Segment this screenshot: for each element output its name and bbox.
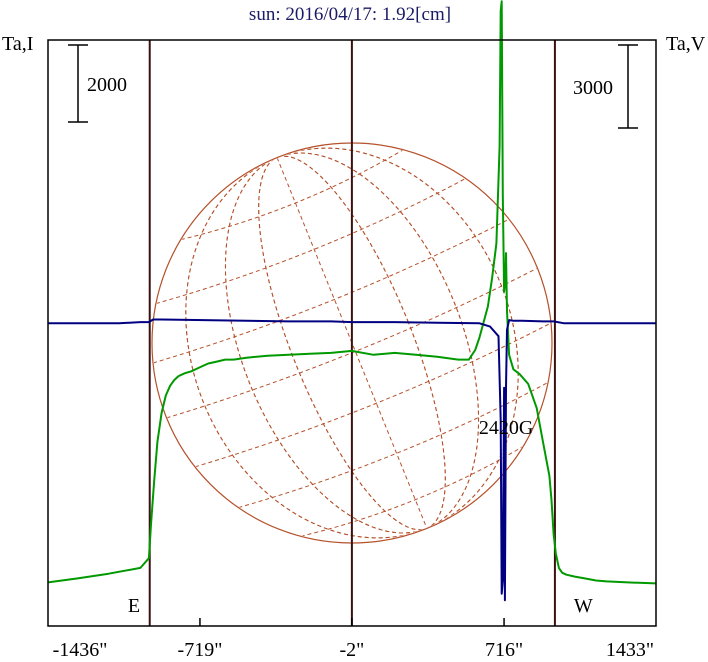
series-I-line [47,0,657,585]
x-axis: -1436" -719" -2" 716" 1433" [53,618,654,661]
latitude-line [194,322,552,468]
series-layer [47,0,657,602]
left-scale-bar-label: 2000 [87,74,127,96]
latitude-line [166,267,538,419]
latitude-line [155,177,466,305]
latitude-line [238,381,549,509]
right-scale-bar: 3000 [573,44,638,129]
x-tick-label: -2" [339,639,364,661]
limb-label-W: W [574,595,593,617]
x-tick-label: -719" [178,639,223,661]
left-axis-label: Ta,I [2,33,33,55]
latitude-line [152,218,510,364]
field-strength-annotation: 2420G [479,417,533,439]
limb-label-E: E [128,595,140,617]
annotation-layer: 2420G [479,417,533,439]
x-tick-label: -1436" [53,639,108,661]
latitude-line [300,445,524,537]
x-tick-label: 716" [485,639,523,661]
left-scale-bar: 2000 [68,44,127,123]
series-V-line [48,318,656,602]
chart-title: sun: 2016/04/17: 1.92[cm] [249,4,451,25]
right-scale-bar-label: 3000 [573,77,613,99]
right-axis-label: Ta,V [666,33,706,55]
x-tick-label: 1433" [606,639,654,661]
limb-lines [148,40,556,626]
